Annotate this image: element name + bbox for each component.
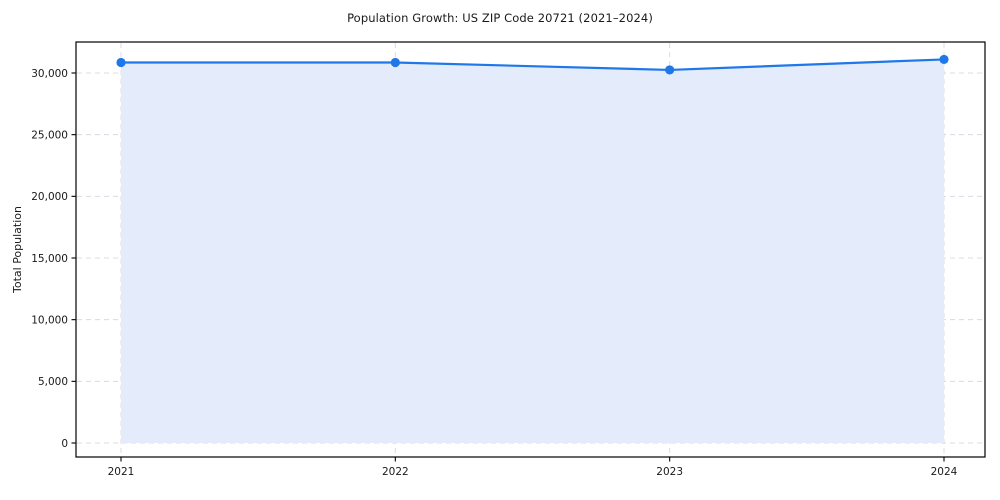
y-tick-label: 20,000	[31, 191, 68, 203]
data-line	[119, 58, 946, 72]
y-axis-ticks: 0 5,000 10,000 15,000 20,000 25,000 30,000	[31, 68, 76, 450]
x-tick-label: 2023	[656, 466, 683, 478]
y-tick-label: 15,000	[31, 253, 68, 265]
x-tick-label: 2024	[931, 466, 958, 478]
y-tick-label: 5,000	[38, 376, 68, 388]
x-tick-label: 2022	[382, 466, 409, 478]
x-tick-label: 2021	[108, 466, 135, 478]
y-tick-label: 30,000	[31, 68, 68, 80]
y-tick-label: 25,000	[31, 129, 68, 141]
plot-frame	[75, 41, 986, 458]
x-axis-ticks: 2021 2022 2023 2024	[108, 457, 958, 478]
data-point-marker	[116, 57, 126, 68]
y-tick-label: 0	[61, 438, 68, 450]
data-point-marker	[665, 65, 675, 75]
data-markers	[116, 54, 949, 75]
chart-title: Population Growth: US ZIP Code 20721 (20…	[347, 11, 653, 25]
y-tick-label: 10,000	[31, 314, 68, 326]
data-point-marker	[939, 54, 949, 65]
data-point-marker	[390, 57, 400, 68]
area-fill	[121, 59, 944, 443]
